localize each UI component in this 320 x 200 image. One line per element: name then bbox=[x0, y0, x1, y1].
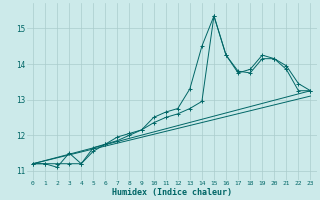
X-axis label: Humidex (Indice chaleur): Humidex (Indice chaleur) bbox=[112, 188, 232, 197]
